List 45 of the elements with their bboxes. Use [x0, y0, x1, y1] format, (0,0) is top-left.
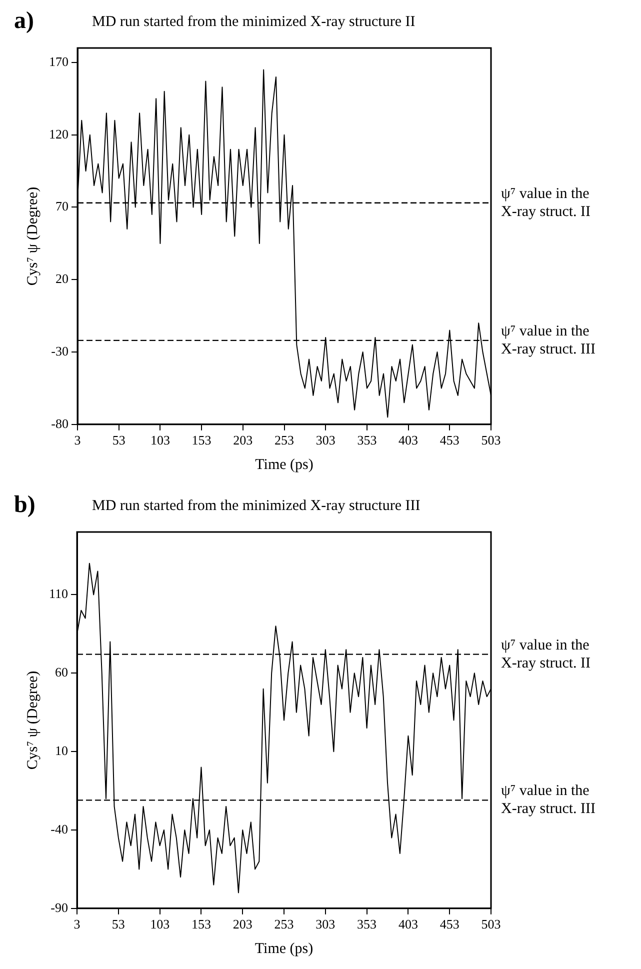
x-tick-label: 303	[316, 916, 336, 932]
y-tick-label: -80	[51, 416, 68, 431]
y-tick-label: -90	[50, 900, 68, 915]
y-tick-label: 70	[56, 198, 68, 214]
x-tick-label: 353	[357, 916, 377, 932]
x-tick-label: 353	[357, 432, 377, 448]
x-tick-label: 253	[274, 916, 294, 932]
y-tick-label: 10	[55, 742, 68, 758]
x-tick-label: 53	[112, 916, 125, 932]
x-axis-title: Time (ps)	[254, 940, 314, 957]
chart-title: MD run started from the minimized X-ray structure III	[92, 498, 420, 515]
y-tick-label: 110	[48, 586, 68, 602]
y-tick-label: -30	[51, 343, 68, 358]
x-tick-label: 403	[398, 432, 418, 448]
ref-line-label: ψ⁷ value in the X-ray struct. II	[501, 637, 591, 672]
y-axis-title: Cys⁷ ψ (Degree)	[24, 670, 41, 770]
chart-title: MD run started from the minimized X-ray structure II	[92, 14, 416, 31]
x-tick-label: 53	[112, 432, 126, 448]
x-tick-label: 503	[481, 432, 501, 448]
y-axis-title: Cys⁷ ψ (Degree)	[24, 186, 41, 286]
x-tick-label: 403	[398, 916, 418, 932]
x-tick-label: 103	[150, 432, 170, 448]
x-tick-label: 203	[233, 432, 253, 448]
x-tick-label: 153	[192, 432, 212, 448]
x-tick-label: 453	[440, 432, 460, 448]
x-tick-label: 203	[232, 916, 252, 932]
x-tick-label: 303	[316, 432, 336, 448]
x-tick-label: 153	[191, 916, 211, 932]
y-tick-label: 170	[49, 54, 68, 69]
x-tick-label: 3	[74, 916, 80, 932]
y-tick-label: 20	[56, 271, 68, 286]
y-tick-label: 60	[55, 664, 68, 680]
text: a)	[14, 8, 34, 35]
ref-line-label: ψ⁷ value in the X-ray struct. III	[501, 783, 596, 818]
x-tick-label: 453	[440, 916, 460, 932]
x-axis-title: Time (ps)	[255, 456, 314, 473]
x-tick-label: 3	[74, 432, 81, 448]
x-tick-label: 503	[481, 916, 501, 932]
y-tick-label: 120	[49, 126, 68, 142]
x-tick-label: 103	[150, 916, 170, 932]
y-tick-label: -40	[50, 821, 68, 836]
ref-line-label: ψ⁷ value in the X-ray struct. II	[501, 186, 591, 220]
text: b)	[14, 492, 36, 519]
x-tick-label: 253	[274, 432, 294, 448]
ref-line-label: ψ⁷ value in the X-ray struct. III	[501, 323, 596, 358]
